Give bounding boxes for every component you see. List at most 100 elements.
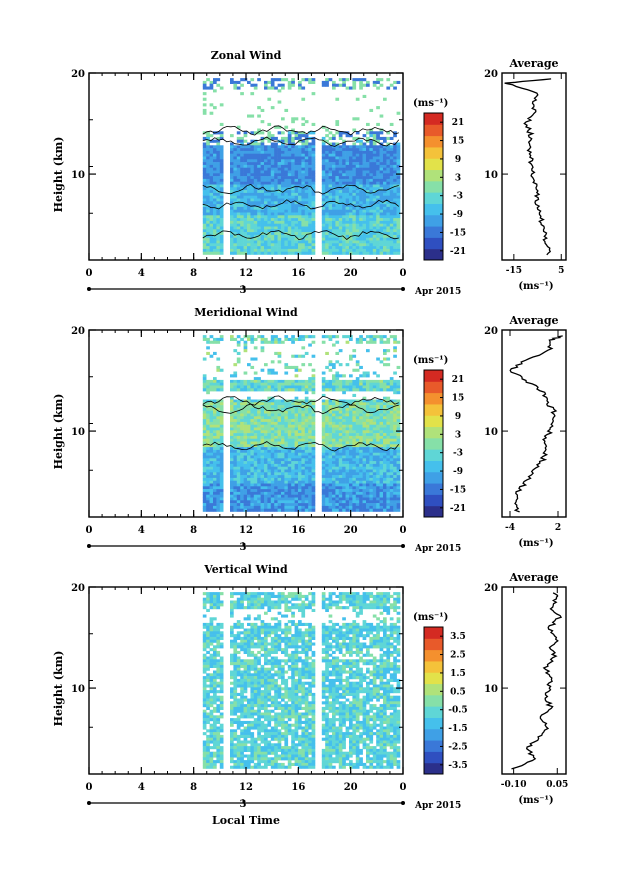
- colorbar-segment: [424, 706, 443, 718]
- x-tick-label: 0: [86, 782, 93, 793]
- colorbar-segment: [424, 169, 443, 182]
- x-tick-label: 12: [239, 525, 253, 536]
- average-frame: [501, 329, 567, 518]
- x-tick-label: 12: [239, 268, 253, 279]
- y-tick-label: 20: [71, 326, 85, 337]
- x-tick-label: 8: [190, 525, 197, 536]
- average-x-label: (ms⁻¹): [518, 281, 553, 292]
- contour-line: [202, 395, 399, 406]
- colorbar-frame: [423, 369, 444, 518]
- y-tick-label: 10: [71, 170, 85, 181]
- heatmap-cells: [202, 335, 401, 512]
- colorbar-segment: [424, 728, 443, 741]
- panel-1: Meridional Wind 20 10 0 4 8 12 16 20 0 Height (km)…: [52, 306, 567, 554]
- average-frame: [501, 72, 567, 261]
- colorbar-segment: [424, 370, 443, 382]
- colorbar-segment: [424, 158, 443, 171]
- contour-line: [202, 199, 400, 210]
- colorbar-segment: [424, 214, 443, 227]
- average-y-tick-label: 20: [484, 583, 498, 594]
- x-tick-label: 16: [291, 525, 305, 536]
- x-tick-label: 20: [344, 525, 358, 536]
- colorbar-segment: [424, 237, 443, 250]
- colorbar-tick-label: 15: [452, 394, 465, 404]
- colorbar-segment: [424, 403, 443, 416]
- colorbar-segment: [424, 694, 443, 707]
- colorbar-tick-label: -21: [450, 504, 466, 514]
- panel-title: Meridional Wind: [194, 306, 298, 319]
- y-tick-label: 20: [71, 583, 85, 594]
- average-frame: [501, 586, 567, 775]
- colorbar-frame: [423, 626, 444, 775]
- colorbar-segment: [424, 762, 443, 775]
- contour-line: [202, 125, 399, 136]
- average-x-tick-label: -15: [506, 266, 522, 276]
- heatmap-cells: [202, 78, 401, 255]
- colorbar-tick-label: -21: [450, 247, 466, 257]
- colorbar-tick-label: 3: [455, 430, 461, 440]
- contour-line: [202, 441, 400, 452]
- colorbar-tick-label: 2.5: [450, 651, 466, 661]
- colorbar-tick-label: 9: [455, 155, 461, 165]
- colorbar-segment: [424, 248, 443, 261]
- date-label: Apr 2015: [414, 801, 461, 811]
- average-x-tick-label: -4: [505, 523, 515, 533]
- x-tick-label: 0: [86, 525, 93, 536]
- colorbar-segment: [424, 505, 443, 518]
- colorbar-segment: [424, 649, 443, 662]
- panel-title: Zonal Wind: [211, 49, 282, 62]
- contour-lines: [202, 125, 400, 241]
- colorbar-segment: [424, 494, 443, 507]
- x-tick-label: 8: [190, 782, 197, 793]
- colorbar-segment: [424, 381, 443, 394]
- day-axis-marker: [401, 801, 405, 805]
- y-axis-label: Height (km): [52, 394, 65, 470]
- colorbar-tick-label: 1.5: [450, 669, 466, 679]
- day-axis-marker: [401, 544, 405, 548]
- contour-lines: [202, 395, 400, 452]
- colorbar-tick-label: -3: [453, 192, 463, 202]
- day-label: 3: [240, 285, 247, 296]
- colorbar-segment: [424, 437, 443, 450]
- colorbar-segment: [424, 180, 443, 193]
- colorbar-segment: [424, 426, 443, 439]
- x-tick-label: 0: [400, 525, 407, 536]
- colorbar-tick-label: -0.5: [448, 706, 467, 716]
- colorbar-segment: [424, 751, 443, 764]
- x-tick-label: 0: [400, 268, 407, 279]
- colorbar-tick-label: -15: [450, 228, 466, 238]
- contour-line: [202, 230, 399, 241]
- colorbar-tick-label: 21: [452, 375, 465, 385]
- day-label: 3: [240, 542, 247, 553]
- y-tick-label: 20: [71, 69, 85, 80]
- average-profile-line: [504, 78, 552, 256]
- panel-title: Vertical Wind: [203, 563, 288, 576]
- day-label: 3: [240, 799, 247, 810]
- average-x-tick-label: 5: [558, 266, 564, 276]
- colorbar-unit: (ms⁻¹): [413, 355, 448, 366]
- x-tick-label: 16: [291, 782, 305, 793]
- colorbar-unit: (ms⁻¹): [413, 612, 448, 623]
- colorbar-segment: [424, 146, 443, 159]
- average-x-label: (ms⁻¹): [518, 795, 553, 806]
- day-axis-marker: [401, 287, 405, 291]
- y-tick-label: 10: [71, 427, 85, 438]
- colorbar-segment: [424, 192, 443, 204]
- colorbar-segment: [424, 449, 443, 461]
- panel-2: Vertical Wind 20 10 0 4 8 12 16 20 0 Height (km) 3 A…: [52, 563, 568, 827]
- colorbar-tick-label: 3.5: [450, 632, 466, 642]
- colorbar-segment: [424, 226, 443, 238]
- colorbar-segment: [424, 471, 443, 484]
- x-tick-label: 20: [344, 782, 358, 793]
- colorbar-tick-label: -2.5: [448, 742, 467, 752]
- y-tick-label: 10: [71, 684, 85, 695]
- colorbar-segment: [424, 415, 443, 428]
- average-y-tick-label: 10: [484, 684, 498, 695]
- average-y-tick-label: 20: [484, 326, 498, 337]
- x-tick-label: 0: [86, 268, 93, 279]
- heatmap-cells: [202, 592, 401, 769]
- contour-line: [202, 403, 399, 415]
- colorbar-segment: [424, 683, 443, 696]
- colorbar-frame: [423, 112, 444, 261]
